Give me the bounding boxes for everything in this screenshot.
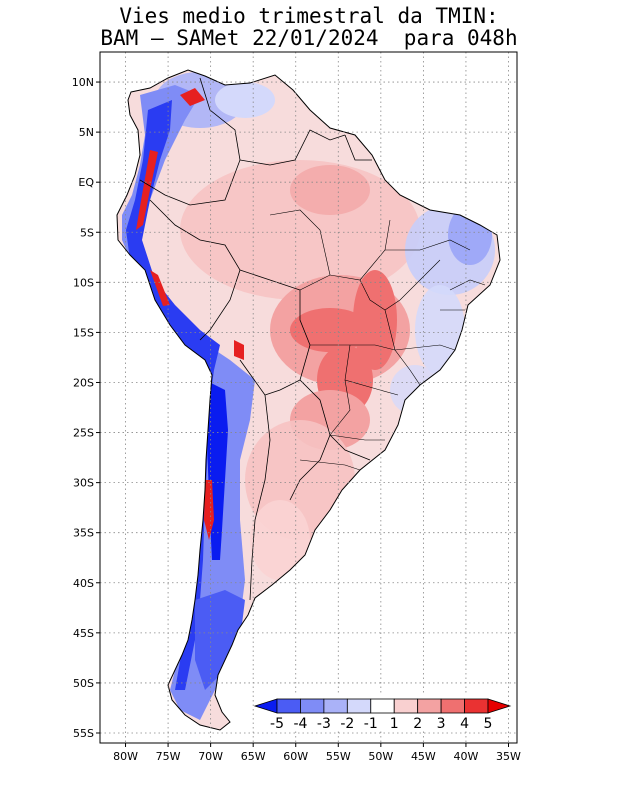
colorbar: -5 -4 -3 -2 -1 1 2 3 4 5 <box>253 693 512 732</box>
colorbar-label: -3 <box>317 716 331 732</box>
map-title-line1: Vies medio trimestral da TMIN: <box>119 4 499 28</box>
lat-tick-label: 20S <box>73 376 94 389</box>
lon-tick-label: 40W <box>454 750 479 763</box>
lon-tick-label: 80W <box>113 750 138 763</box>
country-borders <box>139 77 372 601</box>
lon-tick-label: 70W <box>198 750 223 763</box>
lat-tick-label: 25S <box>73 427 94 440</box>
colorbar-swatch <box>300 698 325 714</box>
lon-tick-label: 65W <box>241 750 266 763</box>
lon-tick-label: 35W <box>496 750 521 763</box>
lat-tick-label: 5S <box>80 226 94 239</box>
lon-tick-label: 75W <box>156 750 181 763</box>
colorbar-label: 4 <box>460 716 469 732</box>
colorbar-swatch <box>393 698 419 714</box>
colorbar-swatch <box>276 698 301 714</box>
axis-ticks: 10N 5N EQ 5S 10S 15S 20S 25S 30S 35S 40S 45S 50S 55S 8… <box>72 76 521 763</box>
colorbar-swatch <box>370 698 395 714</box>
lat-tick-label: 10N <box>72 76 94 89</box>
colorbar-swatch <box>440 698 465 714</box>
colorbar-label: -2 <box>340 716 354 732</box>
colorbar-label: 2 <box>413 716 422 732</box>
lat-tick-label: 55S <box>73 727 94 740</box>
lon-tick-label: 60W <box>283 750 308 763</box>
colorbar-swatch <box>464 698 489 714</box>
lat-tick-label: 5N <box>79 126 94 139</box>
lat-tick-label: 40S <box>73 577 94 590</box>
colorbar-label: 3 <box>437 716 446 732</box>
lat-tick-label: 15S <box>73 326 94 339</box>
lat-tick-label: EQ <box>78 176 94 189</box>
colorbar-label: -1 <box>364 716 378 732</box>
colorbar-label: 1 <box>390 716 399 732</box>
lat-tick-label: 50S <box>73 677 94 690</box>
lat-tick-label: 35S <box>73 527 94 540</box>
colorbar-label: 5 <box>484 716 493 732</box>
graticule <box>100 52 517 743</box>
lon-tick-label: 45W <box>411 750 436 763</box>
colorbar-label: -4 <box>293 716 307 732</box>
colorbar-swatch <box>417 698 442 714</box>
colorbar-swatch <box>346 698 372 714</box>
map-frame <box>99 51 518 744</box>
colorbar-max-arrow <box>487 698 512 714</box>
map-title-line2: BAM – SAMet 22/01/2024 para 048h <box>100 26 518 50</box>
colorbar-swatch <box>323 698 348 714</box>
lon-tick-label: 50W <box>368 750 393 763</box>
lat-tick-label: 10S <box>73 276 94 289</box>
continent-outline <box>116 69 501 731</box>
lat-tick-label: 30S <box>73 477 94 490</box>
lon-tick-label: 55W <box>326 750 351 763</box>
state-borders <box>269 209 486 471</box>
colorbar-label: -5 <box>270 716 284 732</box>
lat-tick-label: 45S <box>73 627 94 640</box>
